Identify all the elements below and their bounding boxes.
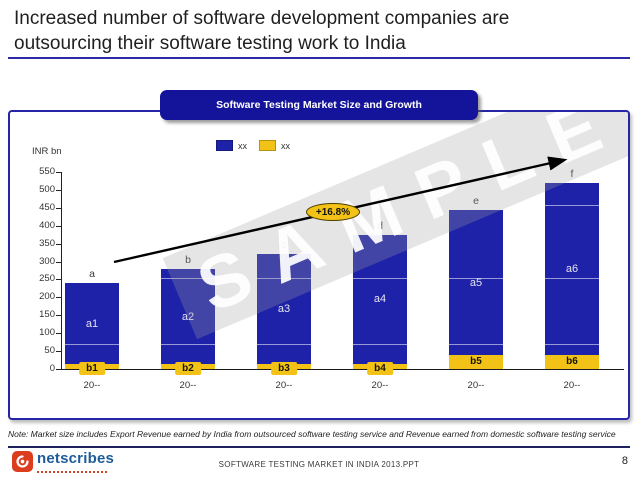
y-tick-label: 500 [39,183,55,195]
growth-badge: +16.8% [306,203,360,221]
y-tick-label: 550 [39,166,55,177]
yellow-segment-label: b5 [463,355,489,368]
yellow-segment-label: b1 [79,362,105,375]
slide-title-line-2: outsourcing their software testing work … [14,33,406,54]
y-tick-mark [56,172,61,173]
y-tick-label: 400 [39,219,55,231]
bar-total-label: a [89,268,95,281]
bar: a1 b1 [65,283,119,375]
bar: a3 b3 [257,254,311,375]
bar-segment-blue: a1 [65,283,119,365]
yellow-segment-label: b2 [175,362,201,375]
chart-header-label: Software Testing Market Size and Growth [216,99,422,111]
plot-area: 0 50 100 150 200 250 300 350 400 450 500 550 a1 b1 a 20… [39,166,624,391]
note-text: Note: Market size includes Export Revenu… [8,429,616,439]
x-category-label: 20-- [563,380,581,391]
footer-divider [8,446,630,448]
slide-title-line-1: Increased number of software development… [14,8,510,29]
y-tick-label: 250 [39,273,55,285]
bar: a6 b6 [545,182,599,369]
title-underline [8,57,630,59]
y-tick-label: 450 [39,201,55,213]
page-number: 8 [621,455,628,467]
legend-swatch [259,140,276,151]
x-category-label: 20-- [83,380,101,391]
y-tick-label: 0 [49,363,55,374]
bar-segment-blue: a5 [449,209,503,356]
overlay-line [62,278,624,280]
bar: a2 b2 [161,269,215,375]
y-tick-mark [56,261,61,263]
x-category-label: 20-- [371,380,389,391]
y-tick-mark [56,207,61,209]
bar: a5 b5 [449,209,503,369]
legend-swatch [216,140,233,151]
logo-tagline [37,468,107,473]
overlay-line [62,343,624,345]
y-tick-label: 200 [39,291,55,303]
y-tick-mark [56,315,61,317]
bar-total-label: b [185,254,191,267]
axis-unit-label: INR bn [32,146,62,157]
y-tick-mark [56,279,61,281]
chart-legend: xx xx [216,140,290,151]
chart-panel: Software Testing Market Size and Growth … [8,90,630,420]
y-tick-label: 50 [44,345,55,357]
y-tick-mark [56,369,61,370]
y-tick-mark [56,333,61,335]
logo-text: netscribes [37,450,115,467]
bar: a4 b4 [353,234,407,375]
y-tick-label: 150 [39,309,55,321]
y-tick-label: 300 [39,255,55,267]
y-tick-mark [56,297,61,299]
y-tick-mark [56,243,61,245]
y-tick-mark [56,225,61,227]
yellow-segment-label: b3 [271,362,297,375]
legend-item: xx [216,140,247,151]
x-category-label: 20-- [275,380,293,391]
swirl-icon [12,451,33,472]
x-axis-line [61,369,624,370]
y-tick-label: 350 [39,237,55,249]
slide-title: Increased number of software development… [14,6,626,56]
bar-total-label: d [377,219,383,232]
legend-item: xx [259,140,290,151]
bar-segment-blue: a2 [161,269,215,365]
x-category-label: 20-- [179,380,197,391]
y-tick-mark [56,189,61,191]
yellow-segment-label: b6 [559,355,585,368]
x-category-label: 20-- [467,380,485,391]
bar-segment-blue: a3 [257,254,311,365]
netscribes-logo: netscribes [12,451,114,473]
y-tick-mark [56,351,61,353]
y-tick-label: 100 [39,327,55,339]
bar-total-label: c [281,239,287,252]
y-axis-line [61,172,62,369]
chart-header: Software Testing Market Size and Growth [160,90,478,120]
legend-label: xx [281,140,290,151]
bar-segment-blue: a6 [545,182,599,356]
bar-total-label: f [570,167,574,180]
legend-label: xx [238,140,247,151]
yellow-segment-label: b4 [367,362,393,375]
footer-doc-title: SOFTWARE TESTING MARKET IN INDIA 2013.PP… [218,460,420,469]
